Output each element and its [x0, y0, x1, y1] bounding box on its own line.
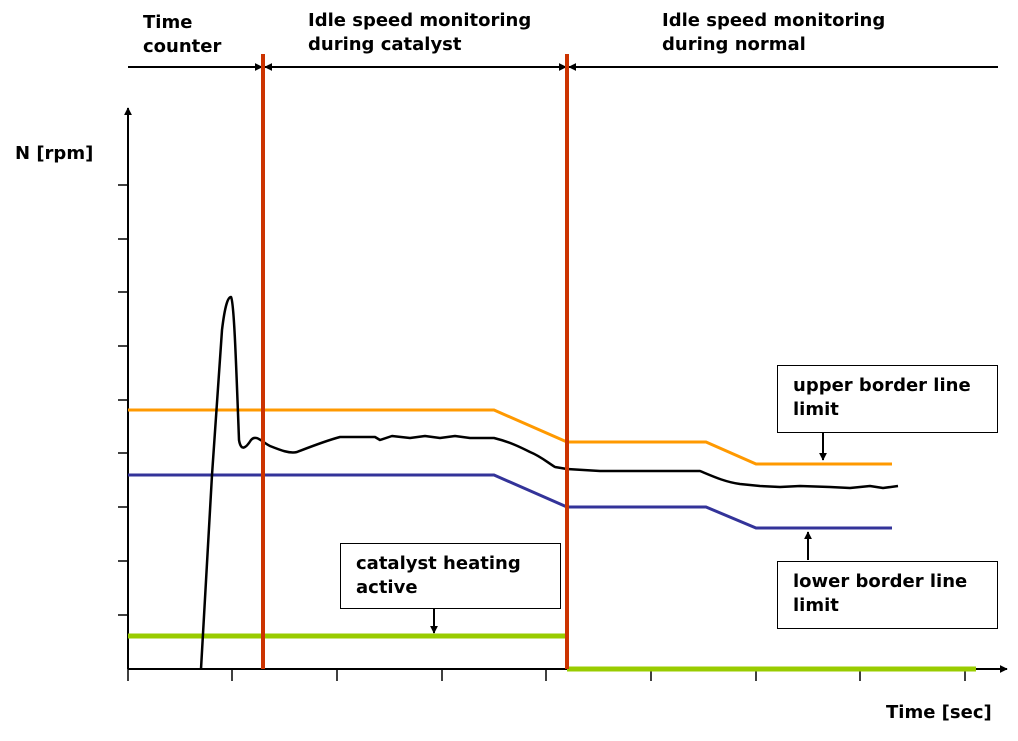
catalyst-annotation: catalyst heating active [340, 543, 561, 609]
lower-limit-annotation-text: lower border line limit [793, 571, 968, 616]
upper-limit-annotation-text: upper border line limit [793, 375, 971, 420]
phase-label-normal: Idle speed monitoring during normal [662, 10, 886, 55]
x-axis-label: Time [sec] [886, 702, 992, 723]
y-axis-label: N [rpm] [15, 143, 94, 164]
phase-label-catalyst: Idle speed monitoring during catalyst [308, 10, 532, 55]
catalyst-annotation-text: catalyst heating active [356, 553, 521, 598]
phase-label-time-counter: Time counter [143, 12, 222, 57]
lower-border-line-limit [128, 473, 892, 530]
upper-border-line-limit [128, 408, 892, 466]
upper-limit-annotation: upper border line limit [777, 365, 998, 433]
y-ticks [118, 184, 128, 616]
lower-limit-annotation: lower border line limit [777, 561, 998, 629]
engine-speed-signal [199, 295, 899, 670]
